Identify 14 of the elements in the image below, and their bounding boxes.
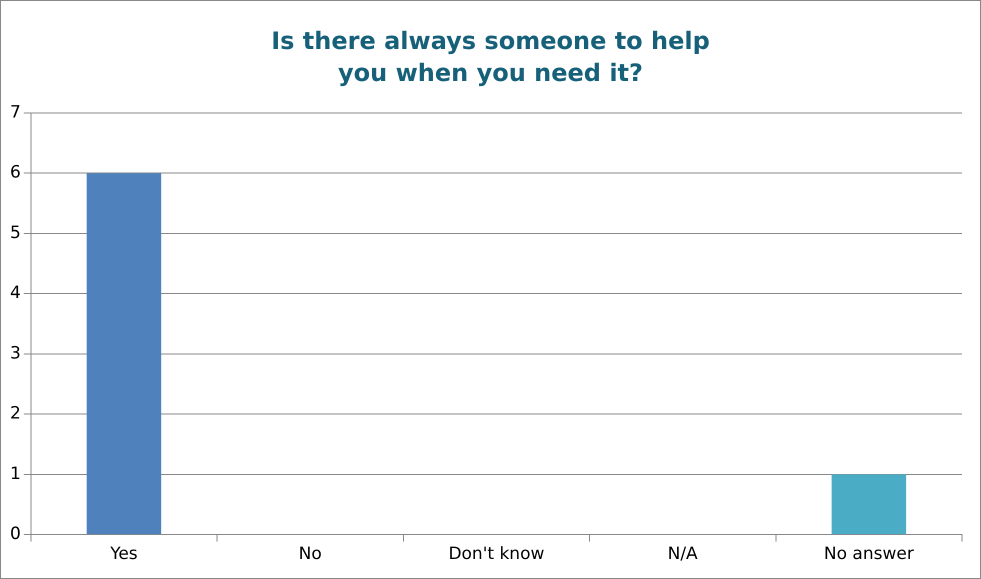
y-tick-label: 7	[10, 102, 21, 122]
y-tick-label: 3	[10, 343, 21, 364]
y-tick-label: 1	[10, 464, 21, 484]
y-tick-label: 6	[10, 162, 21, 183]
x-tick-label: Yes	[109, 544, 138, 564]
x-tick-label: N/A	[668, 544, 698, 564]
x-tick-label: No answer	[824, 544, 914, 564]
y-tick-label: 0	[10, 524, 21, 544]
x-tick-label: Don't know	[448, 544, 544, 564]
y-tick-label: 5	[10, 222, 21, 243]
chart-title: Is there always someone to help you when you need it?	[270, 26, 711, 89]
y-tick-label: 2	[10, 404, 21, 424]
y-tick-label: 4	[10, 283, 21, 304]
x-tick-label: No	[298, 544, 322, 564]
